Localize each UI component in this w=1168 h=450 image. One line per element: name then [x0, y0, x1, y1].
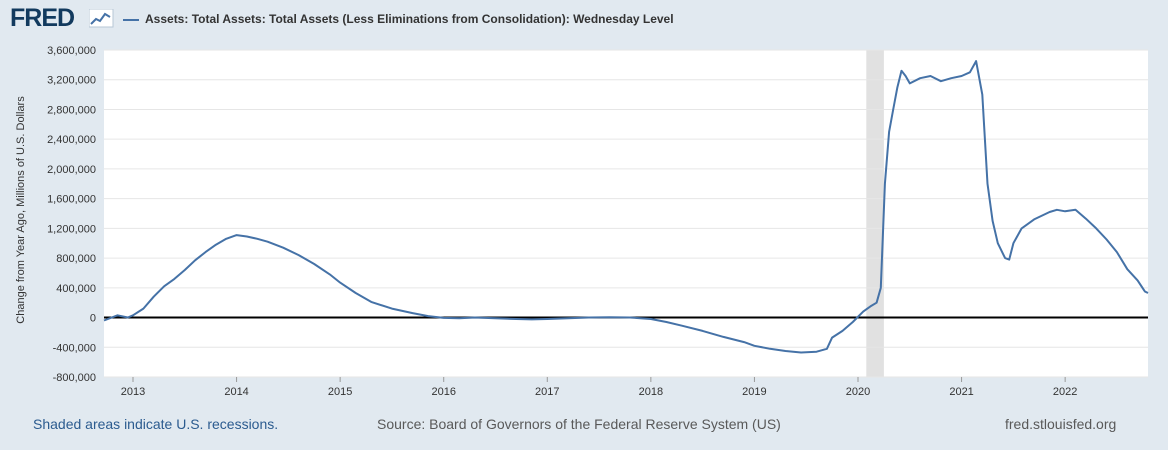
y-axis: -800,000 -400,000 0 400,000 800,000 1,200,000…: [47, 45, 96, 384]
x-tick-label: 2019: [742, 386, 766, 398]
x-tick-label: 2018: [639, 386, 663, 398]
y-tick-label: 2,400,000: [47, 134, 96, 146]
gridlines: [104, 49, 1148, 378]
y-tick-label: -400,000: [53, 342, 96, 354]
plot-area: [104, 50, 1148, 377]
recession-band: [866, 50, 884, 377]
y-tick-label: 1,600,000: [47, 194, 96, 206]
y-tick-label: 2,800,000: [47, 104, 96, 116]
x-tick-label: 2016: [431, 386, 455, 398]
x-tick-label: 2017: [535, 386, 559, 398]
chart-header: FRED Assets: Total Assets: Total Assets …: [0, 0, 1168, 40]
y-axis-title: Change from Year Ago, Millions of U.S. D…: [15, 96, 27, 324]
x-tick-label: 2021: [949, 386, 973, 398]
x-tick-label: 2015: [328, 386, 352, 398]
source-note: Source: Board of Governors of the Federa…: [377, 416, 781, 432]
trend-line-icon: [89, 9, 114, 28]
recession-note: Shaded areas indicate U.S. recessions.: [33, 416, 279, 432]
y-tick-label: 400,000: [56, 283, 96, 295]
chart: -800,000 -400,000 0 400,000 800,000 1,200,000…: [15, 45, 1149, 398]
x-tick-label: 2022: [1053, 386, 1077, 398]
x-axis: 2013 2014 2015 2016 2017 2018 2019 2020 2021 2022: [121, 377, 1077, 398]
fred-link[interactable]: fred.stlouisfed.org: [1005, 416, 1117, 432]
fred-logo[interactable]: FRED: [10, 4, 75, 32]
y-tick-label: 1,200,000: [47, 223, 96, 235]
series-line[interactable]: [103, 60, 1149, 354]
y-tick-label: 3,200,000: [47, 75, 96, 87]
y-tick-label: 2,000,000: [47, 164, 96, 176]
y-tick-label: -800,000: [53, 372, 96, 384]
x-tick-label: 2020: [846, 386, 870, 398]
legend-series-label: Assets: Total Assets: Total Assets (Less…: [145, 12, 674, 26]
x-tick-label: 2013: [121, 386, 145, 398]
recession-layer: [866, 50, 884, 377]
x-tick-label: 2014: [224, 386, 248, 398]
legend-series-swatch: [123, 19, 139, 21]
y-tick-label: 3,600,000: [47, 45, 96, 57]
series-layer: [103, 60, 1149, 354]
y-tick-label: 800,000: [56, 253, 96, 265]
y-tick-label: 0: [90, 313, 96, 325]
